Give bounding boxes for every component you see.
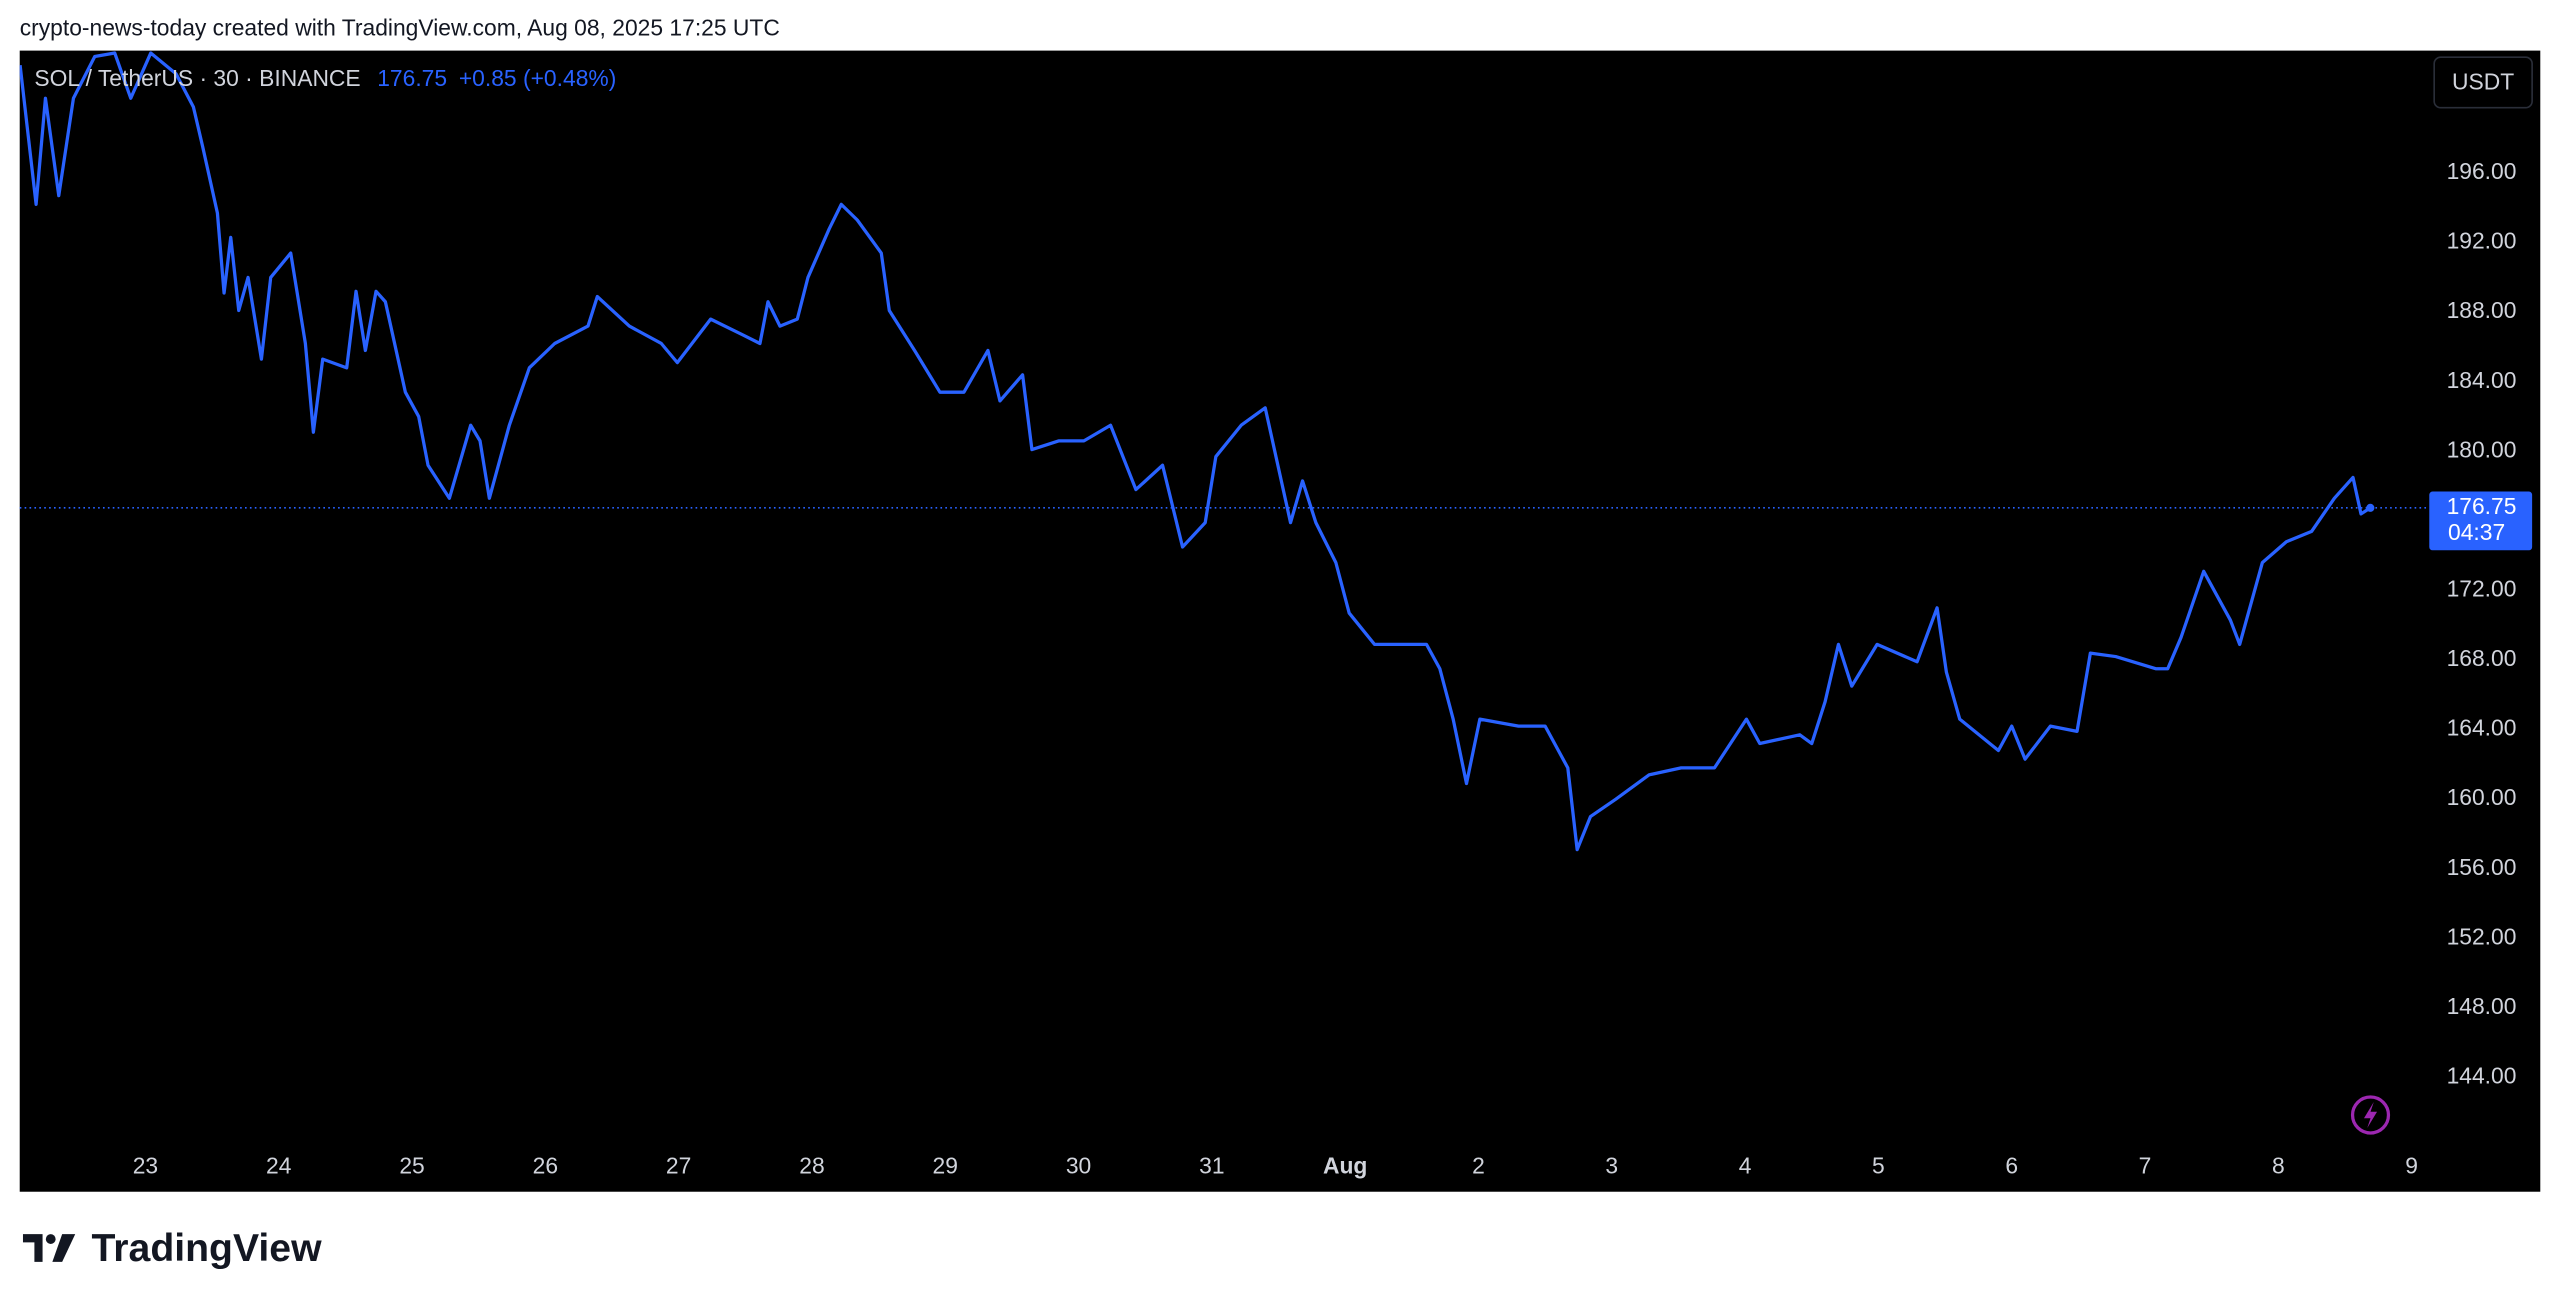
x-tick-label: 8: [2272, 1152, 2285, 1178]
x-tick-label: 6: [2005, 1152, 2018, 1178]
brand-name: TradingView: [92, 1227, 323, 1270]
x-tick-label: 31: [1199, 1152, 1224, 1178]
icon-ring[interactable]: [2350, 1095, 2391, 1135]
x-tick-label: Aug: [1323, 1152, 1367, 1178]
y-tick-label: 196.00: [2447, 158, 2517, 184]
x-tick-label: 7: [2139, 1152, 2152, 1178]
x-tick-label: 29: [933, 1152, 958, 1178]
x-tick-label: 9: [2405, 1152, 2418, 1178]
x-tick-label: 25: [399, 1152, 424, 1178]
x-tick-label: 30: [1066, 1152, 1091, 1178]
x-tick-label: 23: [133, 1152, 158, 1178]
currency-button[interactable]: [2433, 56, 2533, 109]
x-tick-label: 27: [666, 1152, 691, 1178]
icon-bolt[interactable]: [2363, 1101, 2378, 1129]
y-tick-label: 172.00: [2447, 575, 2517, 601]
y-tick-label: 160.00: [2447, 784, 2517, 810]
y-tick-label: 156.00: [2447, 854, 2517, 880]
y-tick-label: 184.00: [2447, 367, 2517, 393]
x-tick-label: 4: [1739, 1152, 1752, 1178]
x-tick-label: 5: [1872, 1152, 1885, 1178]
x-tick-label: 2: [1472, 1152, 1485, 1178]
y-tick-label: 168.00: [2447, 645, 2517, 671]
x-tick-label: 24: [266, 1152, 292, 1178]
price-label: 176.75: [2447, 493, 2517, 519]
caption: crypto-news-today created with TradingVi…: [20, 14, 780, 40]
y-tick-label: 152.00: [2447, 923, 2517, 949]
price-line: [19, 51, 2372, 852]
y-tick-label: 180.00: [2447, 436, 2517, 462]
logo-mark: [45, 1234, 56, 1244]
y-tick-label: 144.00: [2447, 1062, 2517, 1088]
x-tick-label: 26: [533, 1152, 558, 1178]
currency-label[interactable]: USDT: [2452, 68, 2514, 94]
header-change: +0.85 (+0.48%): [459, 65, 616, 91]
header-price: 176.75: [377, 65, 447, 91]
y-tick-label: 192.00: [2447, 228, 2517, 254]
x-tick-label: 28: [799, 1152, 824, 1178]
x-tick-label: 3: [1605, 1152, 1618, 1178]
y-tick-label: 148.00: [2447, 993, 2517, 1019]
countdown-label: 04:37: [2448, 519, 2505, 545]
y-tick-label: 188.00: [2447, 297, 2517, 323]
chart-pane: [19, 50, 2541, 1192]
plot: 144.00 148.00 152.00 156.00 160.00 164.00 168.…: [19, 51, 2533, 1178]
logo-mark: [52, 1234, 76, 1262]
y-tick-label: 164.00: [2447, 715, 2517, 741]
lightning-icon[interactable]: [2350, 1095, 2391, 1135]
price-label-box: [2429, 491, 2533, 551]
last-point: [2366, 503, 2375, 512]
logo-mark: [22, 1234, 43, 1262]
brand-logo: [22, 1234, 76, 1262]
symbol-title: SOL / TetherUS · 30 · BINANCE: [34, 65, 360, 91]
